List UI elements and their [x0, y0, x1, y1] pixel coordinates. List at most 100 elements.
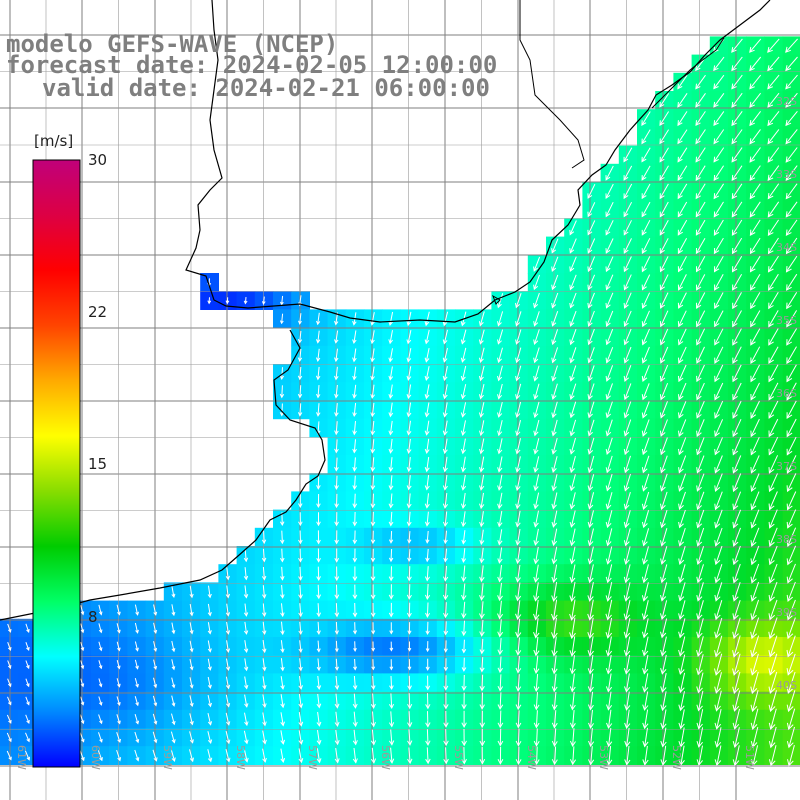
wind-vector — [786, 436, 797, 456]
wind-vector — [244, 712, 249, 727]
colorbar-tick-15: 15 — [88, 455, 108, 473]
wind-vector — [785, 201, 798, 218]
wind-vector — [623, 564, 631, 584]
wind-vector — [713, 255, 724, 273]
wind-vector — [587, 673, 594, 693]
wind-vector — [678, 382, 687, 401]
colorbar-gradient — [32, 159, 81, 768]
wind-vector — [478, 329, 485, 345]
wind-vector — [298, 603, 303, 618]
wind-vector — [316, 493, 321, 509]
wind-vector — [424, 511, 430, 527]
wind-vector — [605, 546, 613, 565]
wind-vector — [352, 622, 358, 635]
wind-vector — [696, 419, 705, 438]
wind-vector — [25, 642, 30, 651]
wind-vector — [207, 585, 212, 599]
wind-vector — [515, 347, 522, 364]
wind-vector — [696, 437, 705, 456]
wind-vector — [406, 420, 412, 436]
wind-vector — [749, 255, 761, 273]
wind-vector — [425, 548, 430, 563]
wind-vector — [696, 527, 705, 547]
wind-vector — [623, 183, 633, 200]
wind-vector — [569, 292, 577, 309]
wind-vector — [316, 403, 321, 417]
wind-vector — [533, 636, 540, 657]
wind-vector — [225, 676, 231, 690]
wind-vector — [225, 585, 231, 599]
wind-vector — [551, 599, 558, 621]
wind-vector — [768, 671, 778, 695]
wind-vector — [551, 636, 558, 657]
wind-vector — [659, 147, 669, 163]
wind-vector — [316, 312, 321, 326]
wind-vector — [732, 382, 742, 401]
wind-vector — [443, 710, 449, 728]
wind-vector — [641, 183, 651, 200]
wind-vector — [605, 564, 613, 584]
lagoon-outline — [651, 37, 725, 109]
wind-vector — [298, 640, 303, 653]
wind-vector — [370, 602, 376, 618]
wind-vector — [750, 400, 760, 419]
wind-vector — [207, 640, 212, 653]
wind-vector — [479, 529, 485, 546]
wind-vector — [515, 618, 522, 639]
wind-vector — [316, 530, 321, 545]
wind-vector — [533, 256, 541, 272]
wind-vector — [713, 74, 725, 90]
wind-vector — [6, 714, 12, 724]
wind-vector — [189, 695, 194, 707]
wind-vector — [497, 474, 503, 491]
wind-vector — [713, 129, 725, 145]
wind-vector — [659, 93, 670, 108]
wind-vector — [749, 147, 761, 163]
wind-vector — [623, 599, 631, 621]
wind-vector — [207, 694, 212, 708]
wind-vector — [660, 564, 668, 584]
wind-vector — [750, 599, 760, 621]
wind-vector — [623, 401, 632, 419]
wind-vector — [461, 747, 467, 765]
wind-vector — [497, 674, 504, 692]
wind-vector — [352, 493, 358, 509]
wind-vector — [605, 636, 613, 657]
wind-vector — [515, 746, 522, 765]
wind-vector — [731, 201, 743, 218]
wind-vector — [280, 712, 285, 727]
wind-vector — [243, 567, 249, 581]
wind-vector — [479, 438, 485, 455]
wind-vector — [587, 347, 595, 364]
wind-vector — [696, 709, 704, 730]
wind-vector — [406, 511, 412, 527]
wind-vector — [786, 708, 796, 731]
wind-vector — [641, 383, 650, 401]
wind-vector — [80, 678, 85, 688]
wind-vector — [678, 672, 686, 694]
wind-vector — [551, 691, 558, 711]
wind-vector — [334, 566, 340, 582]
wind-vector — [515, 564, 521, 583]
wind-vector — [569, 256, 577, 273]
wind-vector — [461, 620, 467, 637]
wind-vector — [786, 635, 796, 658]
wind-vector — [587, 220, 596, 236]
wind-vector — [97, 750, 103, 762]
wind-vector — [352, 729, 358, 746]
wind-vector — [352, 421, 357, 436]
wind-vector — [134, 622, 139, 634]
wind-vector — [225, 748, 231, 763]
wind-vector — [750, 545, 760, 566]
wind-vector — [750, 671, 759, 695]
wind-vector — [605, 419, 613, 437]
lat-label: 34S — [776, 241, 797, 254]
wind-vector — [424, 475, 430, 491]
wind-vector — [443, 621, 449, 636]
wind-vector — [786, 364, 797, 383]
wind-vector — [785, 74, 798, 90]
wind-vector — [225, 712, 231, 726]
wind-vector — [767, 165, 780, 182]
wind-vector — [280, 585, 285, 599]
wind-vector — [7, 642, 12, 651]
